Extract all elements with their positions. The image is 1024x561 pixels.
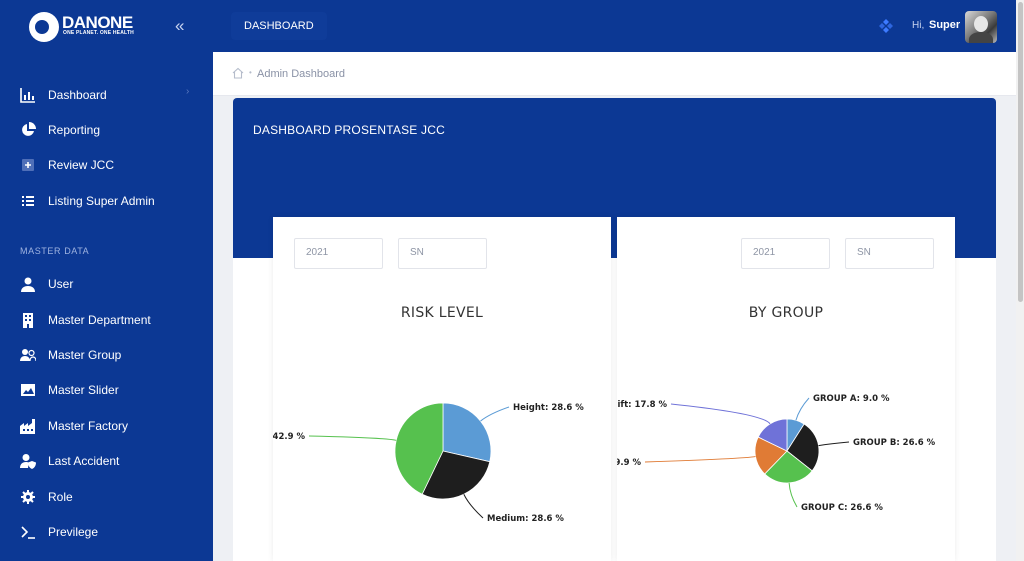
home-icon[interactable]	[232, 67, 244, 79]
topbar: DASHBOARD Hi, Super	[213, 0, 1016, 52]
list-icon	[22, 196, 34, 206]
sidebar-item-master-department[interactable]: Master Department	[0, 303, 213, 337]
image-icon	[21, 384, 35, 396]
pie-slice-group-d[interactable]	[754, 436, 788, 475]
by-group-pie-chart: GROUP A: 9.0 % GROUP B: 26.6 % GROUP C: 26…	[617, 394, 936, 513]
sidebar-item-label: Master Group	[48, 348, 122, 362]
pie-data-label: Low: 42.9 %	[273, 432, 305, 442]
pie-slice-medium[interactable]	[421, 450, 491, 500]
page-title-chip[interactable]: DASHBOARD	[231, 12, 327, 40]
pie-connector	[480, 406, 510, 422]
pie-connector	[795, 397, 810, 421]
pie-connector	[644, 456, 756, 463]
bar-chart-icon	[20, 88, 35, 103]
sidebar-item-master-group[interactable]: Master Group	[0, 338, 213, 372]
shift-select[interactable]: SN	[845, 238, 934, 269]
sidebar-item-dashboard[interactable]: Dashboard ›	[0, 78, 213, 112]
pie-data-label: GROUP D: 19.9 %	[617, 458, 641, 468]
greeting-text: Hi,	[912, 20, 925, 31]
year-select[interactable]: 2021	[294, 238, 383, 269]
group-icon	[20, 349, 36, 362]
risk-level-card: 2021 SN RISK LEVEL Height: 28.6 % Medium:…	[273, 217, 611, 561]
user-shield-icon	[20, 454, 36, 469]
terminal-icon	[21, 526, 35, 539]
pie-slice-height[interactable]	[442, 402, 492, 463]
sidebar-item-role[interactable]: Role	[0, 480, 213, 514]
user-name[interactable]: Super	[929, 19, 961, 31]
breadcrumb: • Admin Dashboard	[213, 52, 1016, 96]
factory-icon	[20, 419, 35, 434]
scrollbar-thumb[interactable]	[1018, 2, 1023, 302]
brand: DANONE ONE PLANET. ONE HEALTH	[0, 0, 213, 52]
pie-data-label: Medium: 28.6 %	[487, 514, 564, 524]
building-icon	[23, 313, 33, 328]
pie-data-label: GROUP A: 9.0 %	[813, 394, 890, 404]
pie-connector	[788, 482, 798, 508]
sidebar-item-last-accident[interactable]: Last Accident	[0, 444, 213, 478]
chart-title: BY GROUP	[748, 305, 824, 321]
plus-square-icon	[22, 159, 34, 171]
pie-data-label: Height: 28.6 %	[513, 403, 584, 413]
sidebar-item-reporting[interactable]: Reporting	[0, 113, 213, 147]
sidebar-item-label: Last Accident	[48, 454, 120, 468]
sidebar-item-label: Dashboard	[48, 88, 107, 102]
apps-diamond-icon[interactable]	[878, 18, 894, 34]
danone-logo-icon	[29, 12, 59, 42]
by-group-card: 2021 SN BY GROUP GROUP A: 9.0 % GROUP B: …	[617, 217, 955, 561]
pie-slice-low[interactable]	[394, 402, 444, 495]
pie-data-label: GROUP C: 26.6 %	[801, 503, 883, 513]
sidebar-item-master-factory[interactable]: Master Factory	[0, 409, 213, 443]
breadcrumb-separator: •	[249, 68, 252, 77]
brand-name: DANONE	[62, 13, 133, 32]
sidebar-item-label: Master Slider	[48, 383, 119, 397]
sidebar-item-master-slider[interactable]: Master Slider	[0, 373, 213, 407]
sidebar-item-label: Master Department	[48, 313, 151, 327]
sidebar: DANONE ONE PLANET. ONE HEALTH « Dashboar…	[0, 0, 213, 561]
pie-data-label: GROUP B: 26.6 %	[853, 438, 936, 448]
pie-connector	[818, 441, 850, 447]
risk-level-pie-chart: Height: 28.6 % Medium: 28.6 % Low: 42.9 %	[273, 402, 584, 524]
sidebar-item-user[interactable]: User	[0, 267, 213, 301]
year-select[interactable]: 2021	[741, 238, 830, 269]
sidebar-item-review-jcc[interactable]: Review JCC	[0, 148, 213, 182]
collapse-sidebar-icon[interactable]: «	[175, 16, 185, 35]
sidebar-item-label: Master Factory	[48, 419, 129, 433]
pie-connector	[670, 403, 771, 425]
avatar[interactable]	[965, 11, 997, 43]
shift-select[interactable]: SN	[398, 238, 487, 269]
brand-tagline: ONE PLANET. ONE HEALTH	[63, 30, 134, 36]
pie-chart-icon	[22, 122, 36, 136]
pie-connector	[308, 435, 397, 441]
sidebar-item-label: Previlege	[48, 525, 99, 539]
sidebar-item-label: Review JCC	[48, 158, 115, 172]
sidebar-item-label: Reporting	[48, 123, 101, 137]
chart-title: RISK LEVEL	[400, 305, 484, 321]
section-title-master-data: MASTER DATA	[20, 246, 90, 256]
sidebar-item-label: Role	[48, 490, 73, 504]
sidebar-item-listing-super-admin[interactable]: Listing Super Admin	[0, 184, 213, 218]
sidebar-item-previlege[interactable]: Previlege	[0, 515, 213, 549]
sidebar-item-label: Listing Super Admin	[48, 194, 155, 208]
sidebar-item-label: User	[48, 277, 74, 291]
chevron-right-icon: ›	[186, 86, 190, 97]
gear-icon	[21, 490, 35, 504]
breadcrumb-current: Admin Dashboard	[257, 68, 346, 80]
user-icon	[21, 277, 35, 292]
pie-connector	[463, 494, 484, 519]
pie-data-label: Non Shift: 17.8 %	[617, 400, 667, 410]
banner-title: DASHBOARD PROSENTASE JCC	[253, 123, 445, 137]
